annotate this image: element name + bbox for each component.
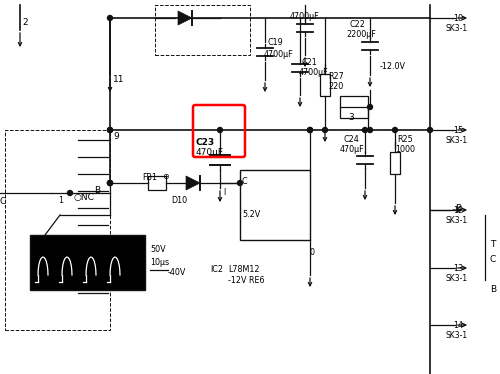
Circle shape [428,128,432,132]
Text: 470μF: 470μF [196,148,224,157]
Text: 10: 10 [453,14,463,23]
Bar [390,152,400,174]
Circle shape [108,181,112,186]
Circle shape [238,181,242,186]
Circle shape [368,104,372,110]
Text: -12V RE6: -12V RE6 [228,276,264,285]
Circle shape [308,128,312,132]
Text: SK3-1: SK3-1 [445,136,467,145]
Bar [340,96,368,118]
Text: 2200μF: 2200μF [346,30,376,39]
Text: 14: 14 [453,321,463,330]
Polygon shape [186,176,200,190]
Text: ⊕: ⊕ [162,172,169,181]
Text: 220: 220 [328,82,343,91]
Text: 1000: 1000 [395,145,415,154]
Text: SK3-1: SK3-1 [445,274,467,283]
Text: SK3-1: SK3-1 [445,24,467,33]
Text: B: B [455,204,461,213]
Text: C: C [490,255,496,264]
Text: FB1: FB1 [142,173,157,182]
Circle shape [108,15,112,21]
Circle shape [322,128,328,132]
Text: C: C [242,177,248,186]
Text: 13: 13 [453,264,463,273]
Text: 15: 15 [453,126,463,135]
Text: R27: R27 [328,72,344,81]
Text: L78M12: L78M12 [228,265,260,274]
Text: 11: 11 [113,75,124,84]
Text: SK3-1: SK3-1 [445,331,467,340]
Circle shape [108,128,112,132]
Circle shape [108,181,112,186]
Circle shape [218,128,222,132]
Circle shape [308,128,312,132]
Circle shape [362,128,368,132]
Text: 4700μF: 4700μF [290,12,320,21]
Text: C19: C19 [267,38,283,47]
Text: C: C [0,197,6,206]
Text: B: B [94,186,100,195]
Text: 4700μF: 4700μF [264,50,294,59]
Text: -40V: -40V [168,268,186,277]
Text: I: I [223,188,225,197]
Text: 50V: 50V [150,245,166,254]
Text: D10: D10 [171,196,187,205]
Text: SK3-1: SK3-1 [445,216,467,225]
Text: R25: R25 [397,135,413,144]
Text: 3: 3 [348,113,354,122]
Text: 1: 1 [58,196,63,205]
Text: 4700μF: 4700μF [299,68,328,77]
Bar [148,176,166,190]
Text: 9: 9 [113,132,119,141]
Bar [320,74,330,96]
Text: IC2: IC2 [210,265,223,274]
Text: T: T [490,240,496,249]
Text: 0: 0 [309,248,314,257]
Circle shape [68,190,72,196]
Circle shape [108,181,112,186]
Circle shape [392,128,398,132]
Text: 12: 12 [453,206,463,215]
Bar [30,235,145,290]
Text: C21: C21 [302,58,318,67]
Polygon shape [178,11,192,25]
Bar [155,5,250,55]
Text: 5.2V: 5.2V [242,210,260,219]
Text: 2: 2 [22,18,28,27]
Bar [240,170,310,240]
Bar [5,130,110,330]
Text: C23: C23 [196,138,215,147]
Text: B: B [490,285,496,294]
Text: C24: C24 [343,135,359,144]
Circle shape [368,128,372,132]
Text: 10μs: 10μs [150,258,169,267]
Text: -12.0V: -12.0V [380,62,406,71]
Circle shape [108,128,112,132]
Text: ○NC: ○NC [73,193,94,202]
Text: C22: C22 [349,20,365,29]
Text: 470μF: 470μF [340,145,364,154]
